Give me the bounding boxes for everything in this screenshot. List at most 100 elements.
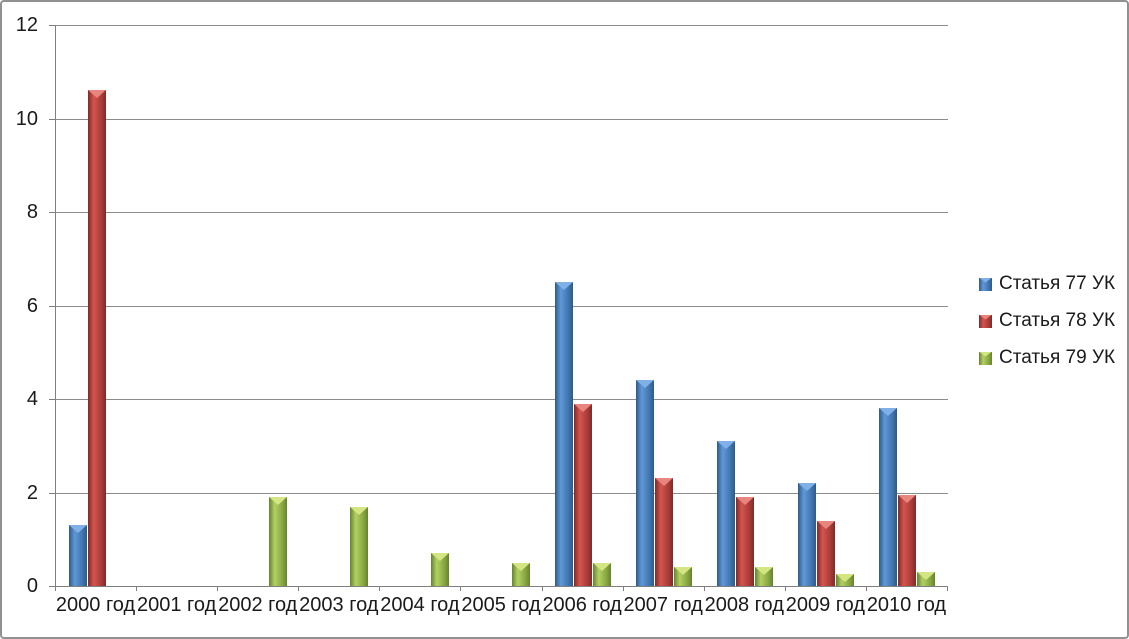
gridline	[56, 399, 948, 400]
bar	[798, 483, 816, 586]
y-axis-tick	[49, 306, 56, 307]
legend-swatch-icon	[979, 351, 992, 365]
gridline	[56, 25, 948, 26]
bar	[817, 521, 835, 586]
x-axis-tick	[379, 586, 380, 591]
x-axis-tick	[785, 586, 786, 591]
bar	[636, 380, 654, 586]
bar-cap	[674, 567, 692, 575]
bar	[269, 497, 287, 586]
y-axis-label: 2	[26, 482, 38, 504]
x-axis-label: 2009 год	[785, 594, 865, 616]
legend-label: Статья 79 УК	[999, 347, 1116, 368]
x-axis-label: 2010 год	[866, 594, 947, 616]
gridline	[56, 306, 948, 307]
bar	[512, 563, 530, 586]
bar-cap	[755, 567, 773, 575]
x-axis-label: 2008 год	[704, 594, 784, 616]
bar	[755, 567, 773, 586]
bar-cap	[269, 497, 287, 505]
bar	[917, 572, 935, 586]
bar-cap	[817, 521, 835, 529]
bar-cap	[655, 478, 673, 486]
bar-cap	[431, 553, 449, 561]
bar-cap	[69, 525, 87, 533]
y-axis-label: 0	[26, 575, 38, 597]
y-axis-tick	[49, 119, 56, 120]
legend-swatch-icon	[979, 314, 992, 328]
plot-area	[55, 25, 948, 587]
bar	[88, 90, 106, 586]
y-axis-label: 12	[15, 14, 38, 36]
x-axis-label: 2007 год	[623, 594, 703, 616]
legend-label: Статья 78 УК	[999, 310, 1116, 331]
bar	[898, 495, 916, 586]
x-axis-tick	[542, 586, 543, 591]
legend-item: Статья 77 УК	[979, 273, 1115, 295]
x-axis-label: 2004 год	[380, 594, 460, 616]
bar	[574, 404, 592, 586]
y-axis-tick	[49, 25, 56, 26]
bar	[736, 497, 754, 586]
y-axis-label: 6	[26, 295, 38, 317]
bar	[674, 567, 692, 586]
bar-cap	[574, 404, 592, 412]
legend-item: Статья 79 УК	[979, 347, 1115, 369]
bar-cap	[836, 574, 854, 582]
legend-swatch-cap-icon	[979, 351, 992, 357]
x-axis-label: 2001 год	[136, 594, 217, 616]
x-axis-tick	[866, 586, 867, 591]
bar-cap	[555, 282, 573, 290]
bar-cap	[717, 441, 735, 449]
bar	[836, 574, 854, 586]
bar-cap	[798, 483, 816, 491]
x-axis-label: 2006 год	[542, 594, 622, 616]
x-axis-label: 2002 год	[218, 594, 298, 616]
x-axis-tick	[55, 586, 56, 591]
legend-swatch-cap-icon	[979, 277, 992, 283]
bar-cap	[879, 408, 897, 416]
x-axis-tick	[623, 586, 624, 591]
y-axis-tick	[49, 212, 56, 213]
legend-item: Статья 78 УК	[979, 310, 1115, 332]
legend-swatch-icon	[979, 277, 992, 291]
x-axis-tick	[298, 586, 299, 591]
bar-cap	[636, 380, 654, 388]
bar	[879, 408, 897, 586]
bar-cap	[917, 572, 935, 580]
bar-cap	[593, 563, 611, 571]
x-axis-label: 2000 год	[55, 594, 136, 616]
y-axis-tick	[49, 493, 56, 494]
x-axis-tick	[136, 586, 137, 591]
bar-cap	[512, 563, 530, 571]
gridline	[56, 212, 948, 213]
legend-swatch-cap-icon	[979, 314, 992, 320]
x-axis-label: 2005 год	[461, 594, 541, 616]
x-axis-label: 2003 год	[299, 594, 379, 616]
x-axis-tick	[947, 586, 948, 591]
bar	[69, 525, 87, 586]
gridline	[56, 493, 948, 494]
x-axis-tick	[460, 586, 461, 591]
y-axis-tick	[49, 399, 56, 400]
bar	[593, 563, 611, 586]
bar	[655, 478, 673, 586]
bar-cap	[88, 90, 106, 98]
bar	[350, 507, 368, 586]
bar	[555, 282, 573, 586]
bar-cap	[350, 507, 368, 515]
y-axis-label: 8	[26, 201, 38, 223]
legend: Статья 77 УК Статья 78 УК Статья 79 УК	[979, 273, 1115, 384]
x-axis-tick	[704, 586, 705, 591]
y-axis-tick	[49, 586, 56, 587]
x-axis-tick	[217, 586, 218, 591]
legend-label: Статья 77 УК	[999, 273, 1116, 294]
y-axis-label: 10	[15, 108, 38, 130]
gridline	[56, 119, 948, 120]
bar-cap	[736, 497, 754, 505]
y-axis-label: 4	[26, 388, 38, 410]
bar	[717, 441, 735, 586]
bar	[431, 553, 449, 586]
bar-cap	[898, 495, 916, 503]
